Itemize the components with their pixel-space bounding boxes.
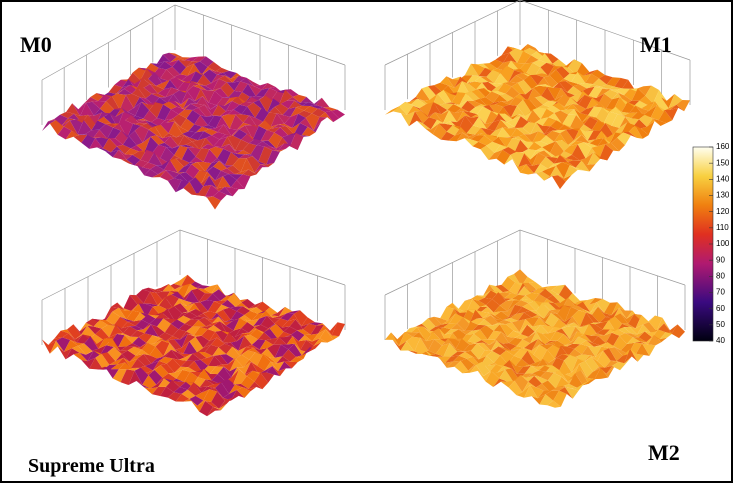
panel-label: M2	[648, 440, 680, 465]
colorbar-tick-label: 90	[716, 255, 725, 264]
colorbar-tick-label: 60	[716, 304, 725, 313]
panel-label: M0	[20, 32, 52, 57]
colorbar-tick-label: 150	[716, 158, 730, 167]
colorbar-tick-label: 100	[716, 239, 730, 248]
colorbar-tick-label: 160	[716, 142, 730, 151]
colorbar-tick-label: 130	[716, 191, 730, 200]
figure: M0 M1 Supreme Ultra M2 40 50 60 70 80 90 100 11…	[0, 0, 733, 483]
colorbar-tick-label: 70	[716, 288, 725, 297]
colorbar-tick-label: 40	[716, 336, 725, 345]
frame	[1, 1, 732, 482]
colorbar-tick-label: 140	[716, 174, 730, 183]
colorbar-tick-label: 80	[716, 271, 725, 280]
colorbar-tick-label: 120	[716, 207, 730, 216]
panel-label: M1	[640, 32, 672, 57]
panel-label: Supreme Ultra	[28, 455, 155, 477]
colorbar-tick-label: 50	[716, 320, 725, 329]
colorbar-tick-label: 110	[716, 223, 729, 232]
